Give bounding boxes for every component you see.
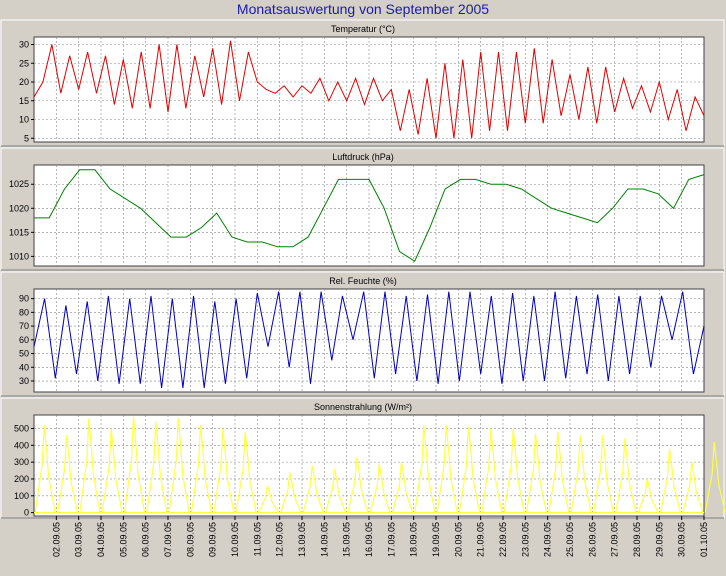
x-tick-label: 16.09.05 (364, 522, 374, 557)
page-title: Monatsauswertung von September 2005 (236, 1, 490, 17)
y-tick-label: 100 (14, 491, 29, 501)
radiation-peak (280, 472, 302, 513)
radiation-peak (324, 468, 347, 513)
x-tick-label: 15.09.05 (342, 522, 352, 557)
radiation-peak (391, 462, 414, 513)
radiation-peak (123, 416, 146, 513)
radiation-peak (659, 448, 682, 513)
radiation-peak (146, 421, 168, 513)
radiation-peak (570, 435, 592, 513)
y-tick-label: 30 (19, 376, 29, 386)
y-tick-label: 15 (19, 96, 29, 106)
x-tick-label: 28.09.05 (632, 522, 642, 557)
x-tick-label: 01.10.05 (699, 522, 709, 557)
y-tick-label: 1025 (9, 179, 29, 189)
radiation-peak (458, 426, 481, 513)
series-line (33, 40, 705, 139)
y-tick-label: 20 (19, 77, 29, 87)
radiation-peak (347, 457, 369, 513)
y-tick-label: 1020 (9, 203, 29, 213)
x-tick-label: 22.09.05 (498, 522, 508, 557)
x-tick-label: 03.09.05 (74, 522, 84, 557)
radiation-peak (369, 463, 391, 513)
x-tick-label: 17.09.05 (386, 522, 396, 557)
radiation-peak (34, 425, 56, 513)
radiation-peak (414, 425, 436, 513)
radiation-peak (682, 462, 704, 513)
radiation-peak (436, 425, 458, 513)
x-tick-label: 08.09.05 (185, 522, 195, 557)
x-tick-label: 05.09.05 (118, 522, 128, 557)
y-tick-label: 1015 (9, 227, 29, 237)
y-tick-label: 25 (19, 58, 29, 68)
radiation-peak (481, 428, 503, 513)
x-tick-label: 21.09.05 (476, 522, 486, 557)
y-tick-label: 80 (19, 307, 29, 317)
radiation-peak (101, 428, 123, 513)
x-tick-label: 26.09.05 (587, 522, 597, 557)
x-tick-label: 06.09.05 (141, 522, 151, 557)
x-tick-label: 23.09.05 (520, 522, 530, 557)
radiation-peak (592, 435, 615, 513)
x-tick-label: 20.09.05 (453, 522, 463, 557)
y-tick-label: 50 (19, 349, 29, 359)
x-tick-label: 10.09.05 (230, 522, 240, 557)
y-tick-label: 10 (19, 115, 29, 125)
y-tick-label: 70 (19, 321, 29, 331)
y-tick-label: 1010 (9, 251, 29, 261)
x-tick-label: 04.09.05 (96, 522, 106, 557)
radiation-peak (56, 435, 79, 513)
y-tick-label: 90 (19, 294, 29, 304)
x-tick-label: 25.09.05 (565, 522, 575, 557)
radiation-peak (79, 418, 101, 513)
radiation-peak (168, 418, 190, 513)
x-tick-label: 13.09.05 (297, 522, 307, 557)
x-tick-label: 09.09.05 (208, 522, 218, 557)
x-tick-label: 07.09.05 (163, 522, 173, 557)
panel-title: Temperatur (°C) (331, 24, 395, 34)
x-tick-label: 14.09.05 (319, 522, 329, 557)
y-tick-label: 300 (14, 457, 29, 467)
panel-title: Luftdruck (hPa) (332, 152, 394, 162)
x-tick-label: 18.09.05 (409, 522, 419, 557)
radiation-peak (615, 438, 637, 513)
x-tick-label: 11.09.05 (252, 522, 262, 556)
y-tick-label: 200 (14, 474, 29, 484)
x-tick-label: 24.09.05 (543, 522, 553, 557)
radiation-peak (257, 485, 280, 513)
radiation-peak (548, 431, 570, 513)
radiation-peak (213, 428, 235, 513)
radiation-peak (637, 478, 659, 513)
radiation-peak (503, 428, 525, 513)
radiation-peak (704, 441, 726, 513)
y-tick-label: 0 (24, 508, 29, 518)
y-tick-label: 5 (24, 133, 29, 143)
x-tick-label: 27.09.05 (610, 522, 620, 557)
x-tick-label: 02.09.05 (51, 522, 61, 557)
radiation-peak (302, 465, 324, 513)
radiation-peak (235, 431, 257, 513)
y-tick-label: 40 (19, 362, 29, 372)
series-line (33, 291, 705, 388)
radiation-peak (190, 425, 213, 513)
panel-title: Sonnenstrahlung (W/m²) (314, 402, 412, 412)
radiation-peak (525, 433, 548, 513)
x-tick-label: 12.09.05 (275, 522, 285, 557)
y-tick-label: 30 (19, 40, 29, 50)
y-tick-label: 500 (14, 423, 29, 433)
x-tick-label: 19.09.05 (431, 522, 441, 557)
x-tick-label: 30.09.05 (677, 522, 687, 557)
y-tick-label: 400 (14, 440, 29, 450)
y-tick-label: 60 (19, 335, 29, 345)
series-line (34, 169, 705, 262)
x-tick-label: 29.09.05 (654, 522, 664, 557)
panel-title: Rel. Feuchte (%) (329, 276, 397, 286)
